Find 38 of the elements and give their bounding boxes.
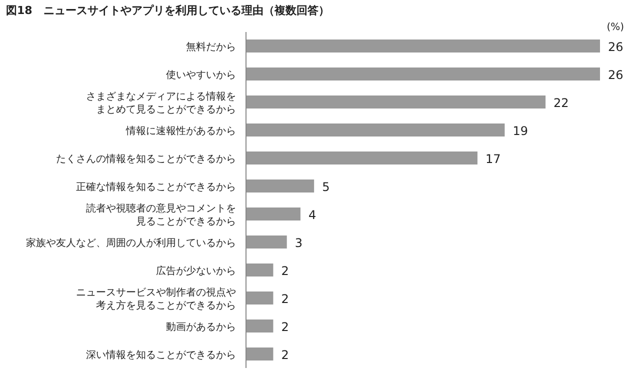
y-tick-label: 正確な情報を知ることができるから bbox=[76, 181, 236, 193]
bar bbox=[246, 264, 274, 276]
bar bbox=[246, 180, 314, 192]
y-tick-label: 広告が少ないから bbox=[156, 265, 236, 277]
bar bbox=[246, 292, 274, 304]
data-label: 19 bbox=[512, 124, 528, 138]
x-axis-title: (%) bbox=[606, 22, 624, 33]
data-label: 17 bbox=[485, 152, 501, 166]
bar bbox=[246, 348, 274, 360]
bar bbox=[246, 40, 600, 52]
data-label: 4 bbox=[308, 208, 316, 222]
y-tick-label: 深い情報を知ることができるから bbox=[86, 349, 236, 361]
y-tick-label: 動画があるから bbox=[166, 322, 236, 333]
data-label: 2 bbox=[281, 348, 289, 362]
data-label: 26 bbox=[608, 68, 624, 82]
y-tick-label: 使いやすいから bbox=[166, 70, 236, 81]
y-tick-label: ニュースサービスや制作者の視点や考え方を見ることができるから bbox=[76, 286, 236, 312]
data-label: 26 bbox=[608, 40, 624, 54]
data-label: 2 bbox=[281, 320, 289, 334]
bar bbox=[246, 124, 505, 136]
y-tick-label: さまざまなメディアによる情報をまとめて見ることができるから bbox=[86, 90, 236, 116]
bar bbox=[246, 68, 600, 80]
bar bbox=[246, 96, 546, 108]
bar bbox=[246, 152, 478, 164]
data-label: 5 bbox=[322, 180, 330, 194]
y-tick-label: 無料だから bbox=[186, 41, 236, 53]
bar bbox=[246, 236, 287, 248]
chart-title: 図18 ニュースサイトやアプリを利用している理由（複数回答） bbox=[6, 4, 330, 17]
data-label: 22 bbox=[554, 96, 569, 110]
y-tick-label: 読者や視聴者の意見やコメントを見ることができるから bbox=[86, 202, 236, 228]
data-label: 3 bbox=[294, 236, 302, 250]
y-tick-label: 家族や友人など、周囲の人が利用しているから bbox=[26, 237, 236, 249]
y-tick-label: 情報に速報性があるから bbox=[125, 125, 236, 137]
data-label: 2 bbox=[281, 264, 289, 278]
y-tick-label: たくさんの情報を知ることができるから bbox=[56, 153, 236, 165]
bar bbox=[246, 320, 274, 332]
bar bbox=[246, 208, 300, 220]
data-label: 2 bbox=[281, 292, 289, 306]
